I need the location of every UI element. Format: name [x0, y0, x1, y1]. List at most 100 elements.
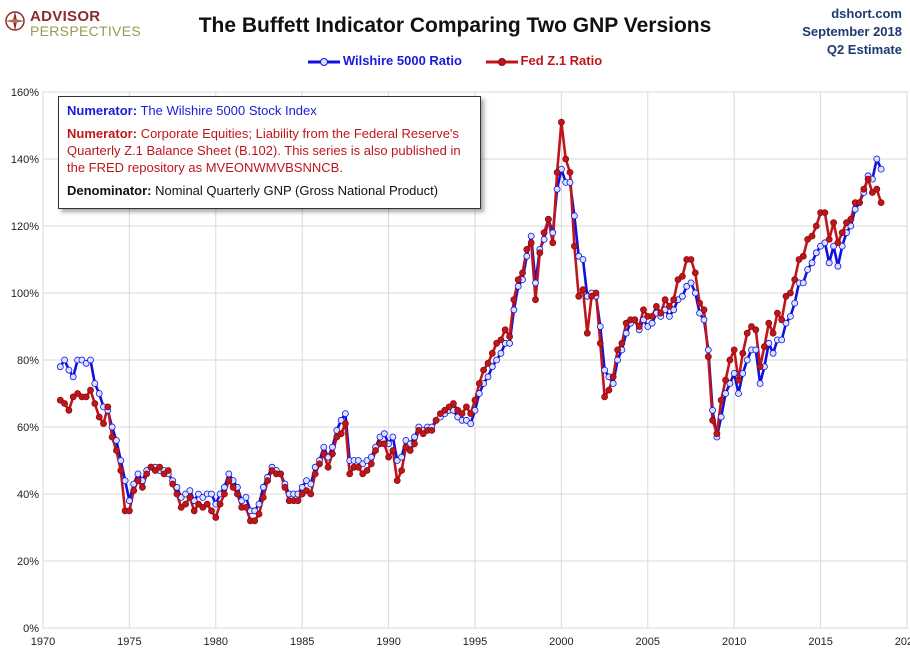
fed-data-point: [493, 339, 501, 347]
wilshire-data-point: [281, 480, 289, 488]
fed-data-point: [562, 155, 570, 163]
fed-data-point: [350, 463, 358, 471]
wilshire-data-point: [406, 440, 414, 448]
wilshire-data-point: [756, 380, 764, 387]
wilshire-data-point: [372, 443, 380, 451]
legend-fed-label: Fed Z.1 Ratio: [520, 53, 603, 69]
fed-data-point: [566, 168, 574, 176]
fed-data-point: [156, 463, 164, 471]
fed-data-point: [182, 500, 190, 508]
fed-data-point: [277, 470, 285, 478]
fed-data-point: [739, 349, 747, 357]
wilshire-data-point: [454, 413, 462, 421]
y-tick-label: 120%: [11, 221, 39, 233]
fed-data-point: [398, 467, 406, 474]
wilshire-data-point: [851, 205, 859, 213]
fed-data-point: [61, 400, 68, 407]
fed-data-point: [519, 269, 526, 277]
fed-data-point: [454, 406, 462, 414]
x-tick-label: 2015: [808, 636, 832, 648]
y-tick-label: 160%: [11, 87, 39, 99]
wilshire-data-point: [199, 493, 207, 501]
fed-data-point: [687, 256, 695, 263]
fed-data-point: [225, 477, 233, 485]
wilshire-data-point: [341, 410, 349, 418]
y-tick-label: 60%: [17, 422, 39, 434]
wilshire-data-point: [117, 457, 125, 464]
note-numerator-wilshire: Numerator: The Wilshire 5000 Stock Index: [67, 102, 472, 119]
wilshire-data-point: [562, 178, 570, 186]
x-tick-label: 1975: [117, 636, 141, 648]
wilshire-data-point: [575, 252, 583, 260]
y-tick-label: 0%: [23, 623, 39, 635]
wilshire-data-point: [640, 316, 647, 324]
wilshire-data-point: [825, 259, 833, 267]
logo-line2: PERSPECTIVES: [30, 23, 141, 39]
fed-data-point: [259, 493, 267, 501]
fed-data-point: [432, 416, 440, 424]
wilshire-data-point: [614, 356, 621, 364]
fed-data-point: [782, 292, 790, 300]
fed-data-point: [804, 235, 811, 243]
fed-data-point: [722, 376, 729, 384]
fed-data-point: [91, 400, 99, 407]
compass-logo-icon: [5, 11, 25, 31]
wilshire-data-point: [113, 436, 120, 444]
fed-data-point: [255, 510, 263, 518]
fed-data-point: [653, 302, 660, 310]
fed-data-point: [298, 490, 306, 498]
wilshire-data-point: [795, 279, 803, 287]
fed-data-point: [700, 306, 708, 314]
fed-data-point: [717, 396, 725, 404]
fed-data-point: [830, 219, 837, 227]
fed-data-point: [812, 222, 820, 230]
wilshire-series-line: [59, 157, 883, 513]
fed-data-point: [121, 507, 129, 515]
note-n2-text: Corporate Equities; Liability from the F…: [67, 126, 461, 175]
wilshire-data-point: [579, 256, 587, 263]
fed-data-point: [113, 447, 120, 454]
wilshire-data-point: [272, 467, 280, 474]
wilshire-data-point: [860, 189, 868, 196]
wilshire-data-point: [303, 477, 310, 485]
fed-data-point: [190, 507, 198, 515]
fed-data-point: [216, 500, 224, 508]
fed-data-point: [618, 339, 626, 347]
fed-data-point: [238, 503, 246, 511]
fed-data-point: [441, 406, 449, 414]
note-n1-label: Numerator:: [67, 103, 138, 118]
fed-data-point: [488, 349, 496, 357]
fed-data-point: [821, 209, 829, 217]
fed-data-point: [648, 312, 656, 320]
wilshire-data-point: [653, 309, 660, 317]
wilshire-data-point: [657, 312, 665, 320]
wilshire-data-point: [160, 467, 168, 474]
wilshire-data-point: [592, 292, 600, 300]
wilshire-data-point: [834, 262, 842, 270]
fed-data-point: [467, 410, 475, 418]
wilshire-data-point: [164, 470, 172, 478]
fed-data-point: [203, 500, 211, 508]
fed-data-point: [246, 517, 254, 525]
wilshire-data-point: [328, 443, 336, 451]
wilshire-data-point: [467, 420, 475, 428]
wilshire-data-point: [380, 430, 388, 438]
fed-data-point: [411, 440, 418, 448]
fed-data-point: [341, 420, 349, 428]
fed-data-point: [869, 189, 876, 196]
wilshire-data-point: [748, 346, 755, 354]
fed-data-point: [311, 470, 319, 478]
wilshire-data-point: [100, 403, 107, 411]
wilshire-data-point: [402, 436, 410, 444]
x-tick-label: 1980: [204, 636, 228, 648]
fed-data-point: [385, 453, 393, 461]
fed-data-point: [195, 500, 202, 508]
wilshire-data-point: [545, 215, 552, 223]
fed-data-point: [337, 430, 345, 438]
wilshire-data-point: [238, 497, 246, 505]
fed-data-point: [199, 503, 207, 511]
fed-data-point: [160, 470, 168, 478]
fed-data-point: [108, 433, 116, 441]
fed-data-point: [743, 329, 751, 337]
fed-data-point: [303, 487, 310, 495]
